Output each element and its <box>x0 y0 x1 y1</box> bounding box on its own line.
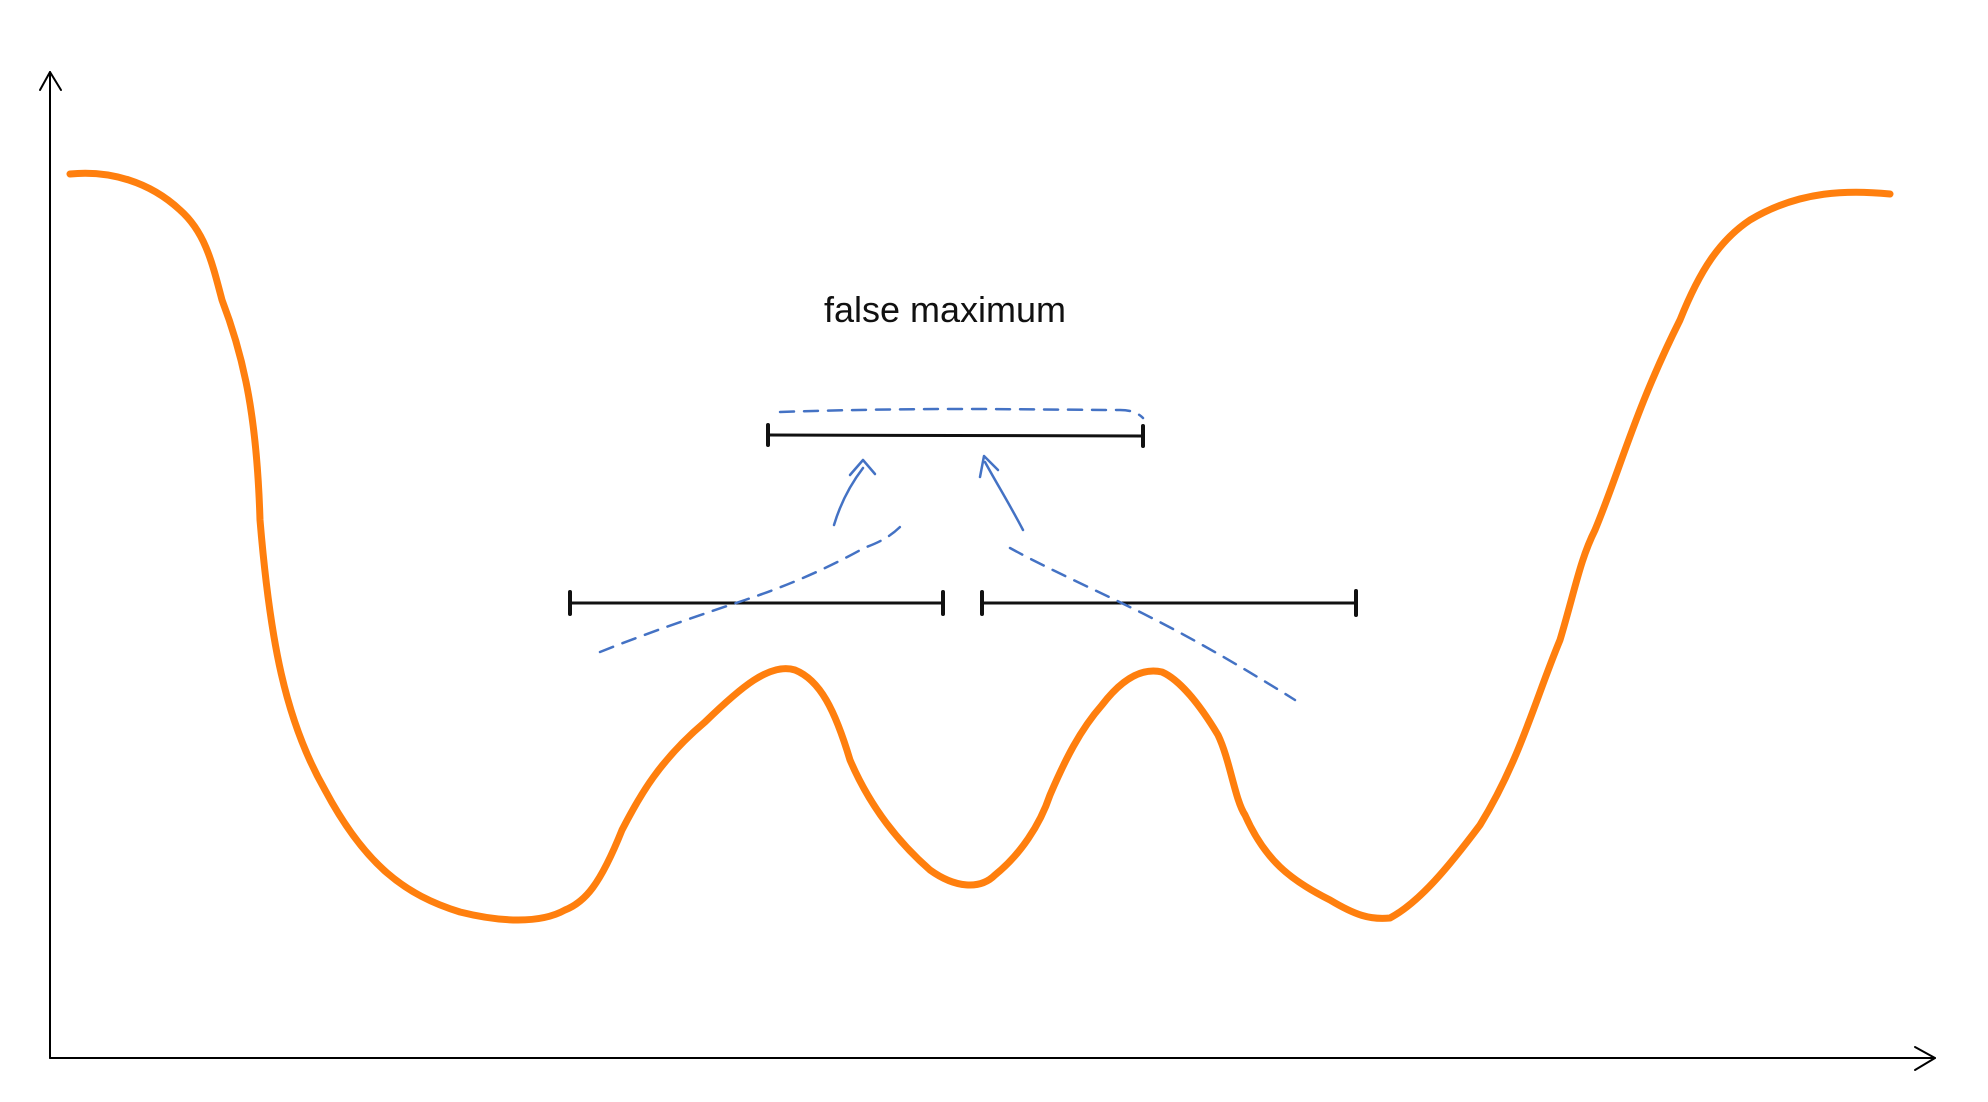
right-dashed-arrow-path <box>1008 546 1297 702</box>
top-dashed-arc <box>778 407 1145 420</box>
y-axis-arrowhead <box>39 71 62 91</box>
right-interval <box>980 589 1358 617</box>
function-curve <box>66 169 1894 924</box>
top-interval <box>766 423 1145 448</box>
right-upward-arrow <box>983 460 1025 532</box>
left-interval <box>568 590 945 616</box>
right-upward-arrowhead <box>978 454 1000 479</box>
x-axis-arrowhead <box>1914 1046 1936 1071</box>
top-interval-line <box>766 433 1145 438</box>
left-dashed-arrow-path <box>598 523 904 654</box>
false-maximum-label: false maximum <box>824 289 1066 330</box>
left-upward-arrow <box>832 466 865 527</box>
left-upward-arrowhead <box>848 458 877 477</box>
